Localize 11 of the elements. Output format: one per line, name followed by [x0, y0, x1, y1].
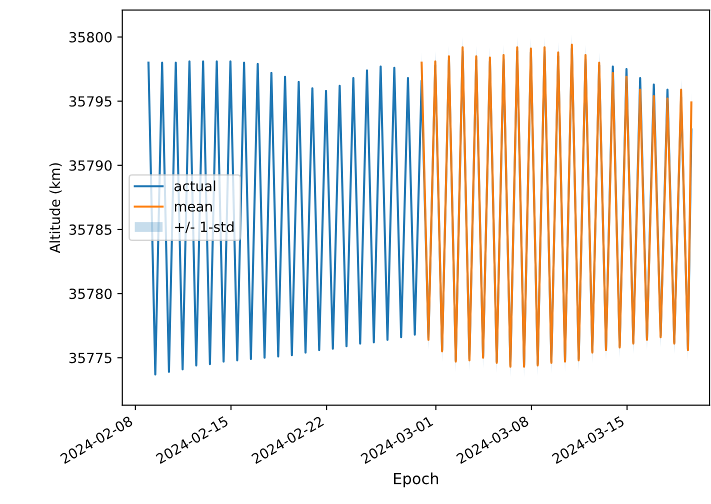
legend-label: +/- 1-std	[175, 221, 234, 234]
x-axis-title: Epoch	[394, 472, 438, 488]
y-tick-label: 35785	[69, 224, 112, 235]
y-axis-title: Altitude (km)	[49, 163, 62, 254]
y-tick-label: 35795	[69, 96, 112, 107]
y-tick-label: 35780	[69, 288, 112, 300]
y-tick-label: 35790	[69, 160, 112, 171]
legend-label: actual	[174, 180, 216, 192]
legend-label: mean	[174, 204, 212, 212]
y-tick-label: 35800	[69, 32, 112, 42]
y-tick-label: 35775	[69, 352, 112, 364]
